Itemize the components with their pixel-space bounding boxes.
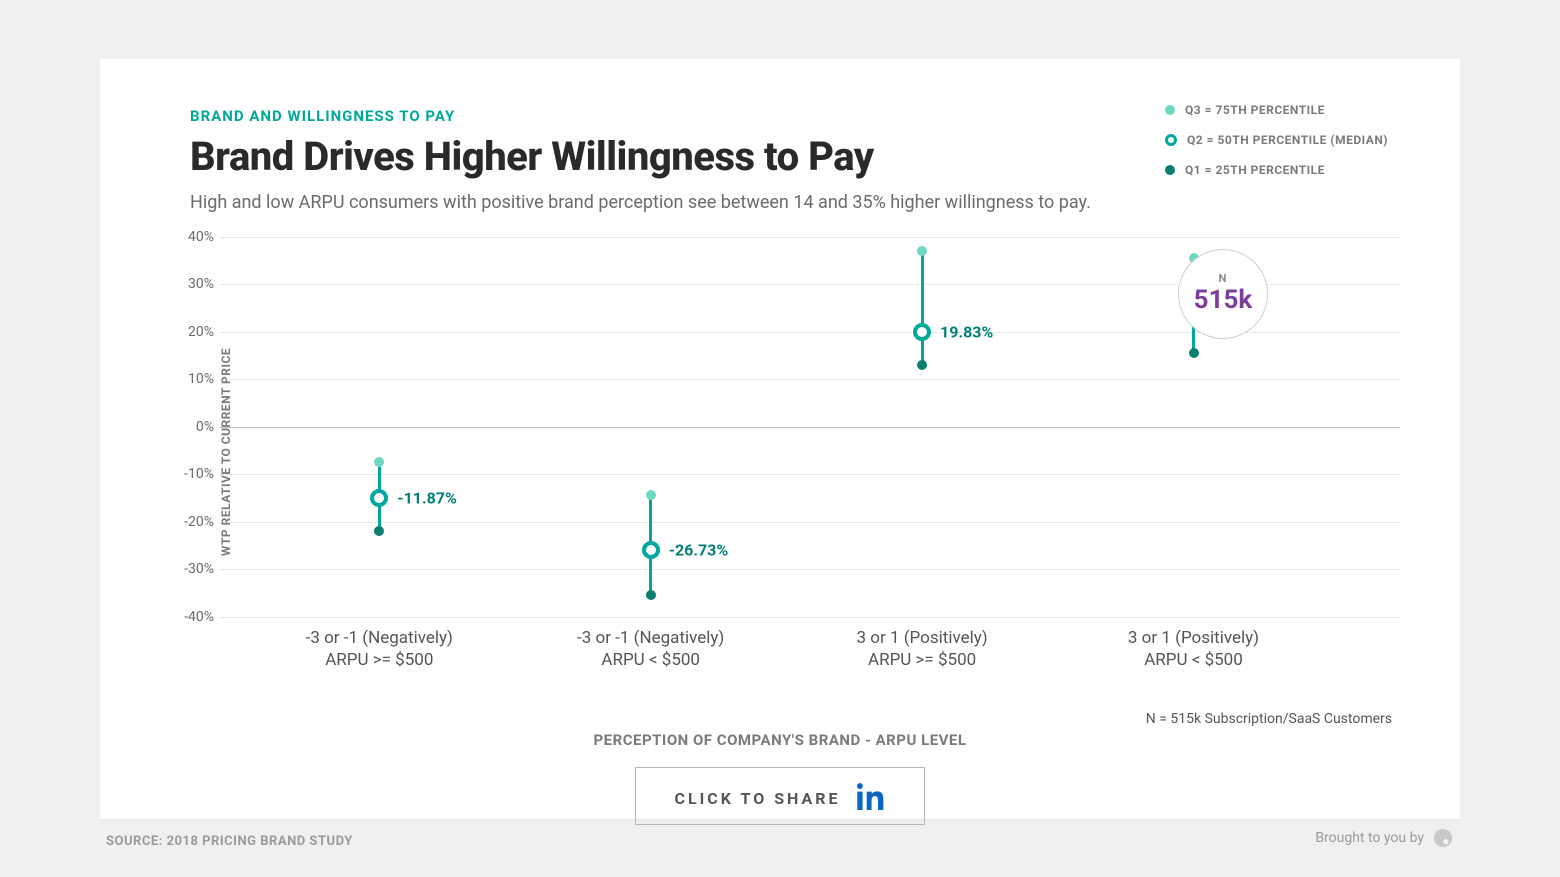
q1-dot — [1189, 348, 1199, 358]
legend-q3: Q3 = 75TH PERCENTILE — [1165, 103, 1388, 117]
legend-q2-ring — [1165, 134, 1177, 146]
y-tick: 0% — [170, 419, 214, 435]
n-badge: N515k — [1178, 249, 1268, 339]
q1-dot — [646, 590, 656, 600]
legend-q1-dot — [1165, 165, 1175, 175]
legend: Q3 = 75TH PERCENTILE Q2 = 50TH PERCENTIL… — [1165, 103, 1388, 193]
source-text: SOURCE: 2018 PRICING BRAND STUDY — [106, 834, 353, 849]
legend-q3-label: Q3 = 75TH PERCENTILE — [1185, 103, 1325, 117]
share-button[interactable]: CLICK TO SHARE — [635, 767, 925, 825]
legend-q2: Q2 = 50TH PERCENTILE (MEDIAN) — [1165, 133, 1388, 147]
grid-line — [220, 522, 1400, 523]
category-label: 3 or 1 (Positively)ARPU >= $500 — [792, 627, 1052, 673]
category-label: 3 or 1 (Positively)ARPU < $500 — [1064, 627, 1324, 673]
footnote: N = 515k Subscription/SaaS Customers — [1146, 711, 1392, 727]
share-button-label: CLICK TO SHARE — [675, 789, 841, 808]
grid-line — [220, 379, 1400, 380]
grid-line-zero — [220, 427, 1400, 428]
brought-by: Brought to you by — [1315, 827, 1454, 849]
q2-value-label: -26.73% — [669, 541, 729, 560]
y-tick: 20% — [170, 324, 214, 340]
y-tick: 30% — [170, 276, 214, 292]
q2-value-label: 19.83% — [940, 322, 993, 341]
brought-by-label: Brought to you by — [1315, 830, 1424, 846]
chart-card: BRAND AND WILLINGNESS TO PAY Brand Drive… — [100, 59, 1460, 819]
grid-line — [220, 237, 1400, 238]
q2-value-label: -11.87% — [397, 488, 457, 507]
q1-dot — [917, 360, 927, 370]
q1-dot — [374, 526, 384, 536]
q3-dot — [374, 457, 384, 467]
y-tick: -10% — [170, 466, 214, 482]
legend-q3-dot — [1165, 105, 1175, 115]
subtitle: High and low ARPU consumers with positiv… — [190, 192, 1400, 213]
q2-ring — [913, 323, 931, 341]
y-tick: 40% — [170, 229, 214, 245]
series-stem — [921, 251, 924, 365]
q2-ring — [642, 541, 660, 559]
legend-q2-label: Q2 = 50TH PERCENTILE (MEDIAN) — [1187, 133, 1388, 147]
grid-line — [220, 569, 1400, 570]
q2-ring — [370, 489, 388, 507]
x-axis-title: PERCEPTION OF COMPANY'S BRAND - ARPU LEV… — [160, 731, 1400, 749]
legend-q1: Q1 = 25TH PERCENTILE — [1165, 163, 1388, 177]
category-label: -3 or -1 (Negatively)ARPU < $500 — [521, 627, 781, 673]
q3-dot — [917, 246, 927, 256]
y-tick: -20% — [170, 514, 214, 530]
grid-line — [220, 474, 1400, 475]
y-tick: 10% — [170, 371, 214, 387]
legend-q1-label: Q1 = 25TH PERCENTILE — [1185, 163, 1325, 177]
grid-line — [220, 617, 1400, 618]
plot-area: -40%-30%-20%-10%0%10%20%30%40%-11.87%-3 … — [220, 237, 1400, 617]
n-badge-value: 515k — [1194, 285, 1253, 315]
q3-dot — [646, 490, 656, 500]
brand-logo-icon — [1432, 827, 1454, 849]
chart: WTP RELATIVE TO CURRENT PRICE -40%-30%-2… — [160, 237, 1400, 667]
n-badge-letter: N — [1219, 272, 1228, 285]
y-tick: -40% — [170, 609, 214, 625]
category-label: -3 or -1 (Negatively)ARPU >= $500 — [249, 627, 509, 673]
y-tick: -30% — [170, 561, 214, 577]
linkedin-icon — [857, 782, 885, 810]
